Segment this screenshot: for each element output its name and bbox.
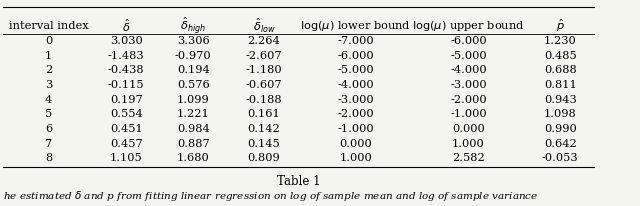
Text: 0.451: 0.451: [110, 124, 143, 134]
Text: 3: 3: [45, 80, 52, 90]
Text: -6.000: -6.000: [450, 36, 487, 46]
Text: 1.221: 1.221: [177, 109, 210, 119]
Text: -1.000: -1.000: [337, 124, 374, 134]
Text: -3.000: -3.000: [450, 80, 487, 90]
Text: -5.000: -5.000: [450, 51, 487, 61]
Text: 6: 6: [45, 124, 52, 134]
Text: $\hat{\delta}_{low}$: $\hat{\delta}_{low}$: [253, 17, 275, 35]
Text: 0.811: 0.811: [544, 80, 577, 90]
Text: 0.554: 0.554: [110, 109, 143, 119]
Text: -2.607: -2.607: [246, 51, 282, 61]
Text: 0.485: 0.485: [544, 51, 577, 61]
Text: 2.582: 2.582: [452, 153, 485, 163]
Text: -0.053: -0.053: [542, 153, 579, 163]
Text: -2.000: -2.000: [450, 95, 487, 105]
Text: 1.230: 1.230: [544, 36, 577, 46]
Text: -0.970: -0.970: [175, 51, 212, 61]
Text: $\hat{\delta}_{high}$: $\hat{\delta}_{high}$: [180, 15, 206, 36]
Text: -1.483: -1.483: [108, 51, 145, 61]
Text: 3.030: 3.030: [110, 36, 143, 46]
Text: 3.306: 3.306: [177, 36, 210, 46]
Text: -0.188: -0.188: [246, 95, 282, 105]
Text: $\log(\mu)$ lower bound: $\log(\mu)$ lower bound: [300, 19, 411, 33]
Text: 0.984: 0.984: [177, 124, 210, 134]
Text: 0.576: 0.576: [177, 80, 210, 90]
Text: 0.457: 0.457: [110, 139, 143, 149]
Text: -1.000: -1.000: [450, 109, 487, 119]
Text: 0: 0: [45, 36, 52, 46]
Text: 1.099: 1.099: [177, 95, 210, 105]
Text: 5: 5: [45, 109, 52, 119]
Text: 2.264: 2.264: [248, 36, 280, 46]
Text: 0.194: 0.194: [177, 65, 210, 75]
Text: 0.990: 0.990: [544, 124, 577, 134]
Text: -0.115: -0.115: [108, 80, 145, 90]
Text: 1.098: 1.098: [544, 109, 577, 119]
Text: -1.180: -1.180: [246, 65, 282, 75]
Text: -3.000: -3.000: [337, 95, 374, 105]
Text: 0.943: 0.943: [544, 95, 577, 105]
Text: 0.000: 0.000: [452, 124, 485, 134]
Text: 0.688: 0.688: [544, 65, 577, 75]
Text: 1.000: 1.000: [339, 153, 372, 163]
Text: $\hat{\delta}$: $\hat{\delta}$: [122, 18, 131, 34]
Text: 0.809: 0.809: [248, 153, 280, 163]
Text: 7: 7: [45, 139, 52, 149]
Text: 0.000: 0.000: [339, 139, 372, 149]
Text: 0.145: 0.145: [248, 139, 280, 149]
Text: Table 1: Table 1: [277, 175, 321, 188]
Text: 0.887: 0.887: [177, 139, 210, 149]
Text: -0.607: -0.607: [246, 80, 282, 90]
Text: 1.000: 1.000: [452, 139, 485, 149]
Text: 1.680: 1.680: [177, 153, 210, 163]
Text: 0.642: 0.642: [544, 139, 577, 149]
Text: 1.105: 1.105: [110, 153, 143, 163]
Text: -0.438: -0.438: [108, 65, 145, 75]
Text: -4.000: -4.000: [450, 65, 487, 75]
Text: 1: 1: [45, 51, 52, 61]
Text: interval index: interval index: [9, 21, 88, 31]
Text: 4: 4: [45, 95, 52, 105]
Text: -2.000: -2.000: [337, 109, 374, 119]
Text: -7.000: -7.000: [337, 36, 374, 46]
Text: 0.197: 0.197: [110, 95, 143, 105]
Text: 2: 2: [45, 65, 52, 75]
Text: -5.000: -5.000: [337, 65, 374, 75]
Text: -4.000: -4.000: [337, 80, 374, 90]
Text: 0.161: 0.161: [248, 109, 280, 119]
Text: $\hat{p}$: $\hat{p}$: [556, 18, 564, 34]
Text: $\log(\mu)$ upper bound: $\log(\mu)$ upper bound: [412, 19, 525, 33]
Text: he estimated $\delta$ and p from fitting linear regression on log of sample mean: he estimated $\delta$ and p from fitting…: [3, 188, 542, 202]
Text: -6.000: -6.000: [337, 51, 374, 61]
Text: 8: 8: [45, 153, 52, 163]
Text: 0.142: 0.142: [248, 124, 280, 134]
